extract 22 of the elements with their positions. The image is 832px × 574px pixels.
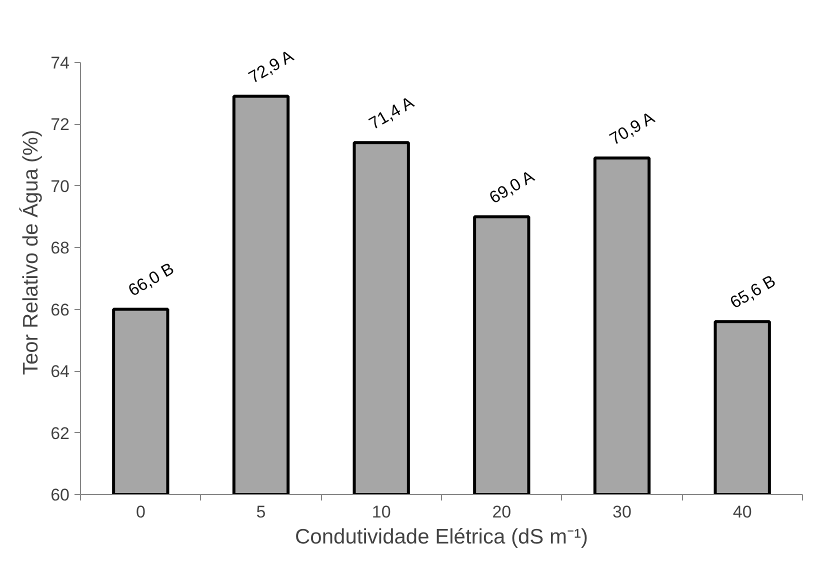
y-axis-title: Teor Relativo de Água (%) [18,130,43,376]
y-tick-label: 62 [50,424,70,443]
x-tick-label: 20 [492,502,512,522]
x-tick-label: 5 [256,502,266,522]
y-tick-label: 74 [50,53,70,72]
x-tick-label: 10 [372,502,391,522]
data-label: 72,9 A [245,46,298,88]
x-tick-label: 0 [136,502,146,522]
x-axis-title: Condutividade Elétrica (dS m⁻¹) [295,526,588,548]
data-label: 65,6 B [726,271,779,312]
y-tick-label: 66 [50,300,70,320]
y-tick-label: 72 [50,115,70,134]
y-tick-label: 60 [50,486,70,504]
y-tick-label: 70 [50,176,70,196]
data-label: 70,9 A [606,108,658,149]
data-label: 69,0 A [486,166,538,208]
y-tick-label: 68 [50,238,70,258]
y-tick-label: 64 [50,362,70,382]
x-tick-label: 40 [732,502,752,522]
x-tick-label: 30 [612,502,632,522]
data-label: 71,4 A [366,92,418,134]
data-label: 66,0 B [125,259,178,300]
